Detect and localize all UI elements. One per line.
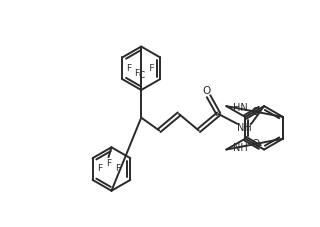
Text: F: F xyxy=(97,163,102,173)
Text: O: O xyxy=(203,86,211,96)
Text: F      F: F F xyxy=(127,64,155,73)
Text: F: F xyxy=(134,69,139,78)
Text: F: F xyxy=(106,159,111,168)
Text: O: O xyxy=(252,139,260,149)
Text: NH: NH xyxy=(233,143,248,153)
Text: C: C xyxy=(138,71,144,80)
Text: HN: HN xyxy=(233,103,248,113)
Text: NH: NH xyxy=(237,123,252,133)
Text: O: O xyxy=(252,106,260,116)
Text: F: F xyxy=(115,163,120,173)
